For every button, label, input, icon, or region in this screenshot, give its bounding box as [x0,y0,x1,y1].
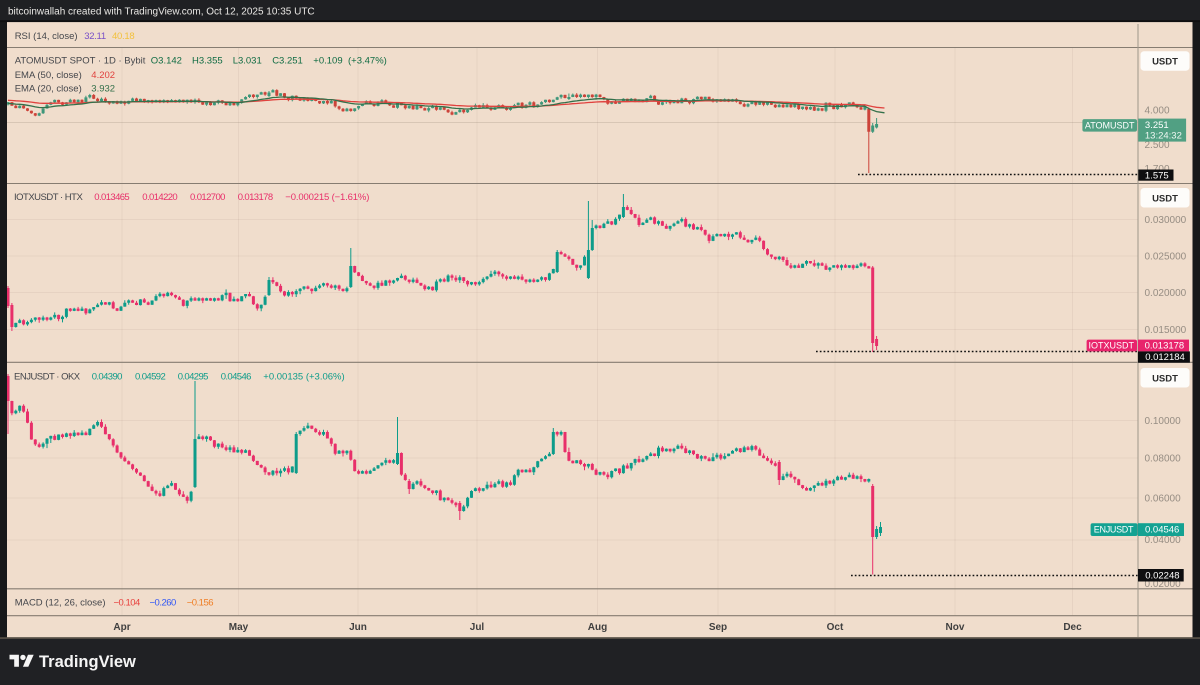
svg-text:Oct: Oct [827,622,844,633]
svg-text:Jun: Jun [349,622,367,633]
svg-text:1.700: 1.700 [1145,164,1170,175]
svg-text:0.020000: 0.020000 [1145,288,1187,299]
svg-text:USDT: USDT [1152,373,1178,384]
svg-text:EMA (20, close)3.932: EMA (20, close) 3.932 [15,83,115,94]
svg-text:IOTXUSDT: IOTXUSDT [1089,341,1135,351]
svg-text:Dec: Dec [1063,622,1082,633]
svg-text:3.251: 3.251 [1145,120,1169,131]
svg-text:USDT: USDT [1152,57,1178,68]
svg-text:Aug: Aug [588,622,607,633]
svg-text:EMA (50, close)4.202: EMA (50, close) 4.202 [15,70,115,81]
svg-text:MACD (12, 26, close)−0.104−0.2: MACD (12, 26, close) −0.104 −0.260 −0.156 [15,598,214,609]
svg-text:May: May [229,622,249,633]
svg-text:0.012184: 0.012184 [1145,352,1185,363]
svg-text:Jul: Jul [470,622,485,633]
svg-text:0.10000: 0.10000 [1145,416,1182,427]
svg-text:ENJUSDT: ENJUSDT [1094,525,1134,535]
svg-text:0.08000: 0.08000 [1145,454,1182,465]
svg-text:0.030000: 0.030000 [1145,215,1187,226]
svg-text:13:24:32: 13:24:32 [1145,131,1182,142]
svg-text:0.06000: 0.06000 [1145,494,1182,505]
svg-text:0.02248: 0.02248 [1145,571,1179,582]
svg-text:0.025000: 0.025000 [1145,252,1187,263]
svg-text:ATOMUSDT: ATOMUSDT [1085,120,1135,130]
svg-text:Sep: Sep [709,622,727,633]
svg-text:Nov: Nov [946,622,965,633]
svg-text:2.500: 2.500 [1145,140,1170,151]
svg-text:TradingView: TradingView [39,653,136,671]
svg-text:USDT: USDT [1152,193,1178,204]
svg-text:Apr: Apr [113,622,130,633]
svg-text:0.013178: 0.013178 [1145,341,1185,352]
svg-text:0.04546: 0.04546 [1145,525,1179,536]
svg-text:0.02000: 0.02000 [1145,579,1182,590]
svg-text:0.04000: 0.04000 [1145,535,1182,546]
svg-text:bitcoinwallah created with Tra: bitcoinwallah created with TradingView.c… [8,7,315,18]
svg-text:1.575: 1.575 [1145,170,1169,181]
svg-text:0.015000: 0.015000 [1145,325,1187,336]
svg-text:4.000: 4.000 [1145,106,1170,117]
